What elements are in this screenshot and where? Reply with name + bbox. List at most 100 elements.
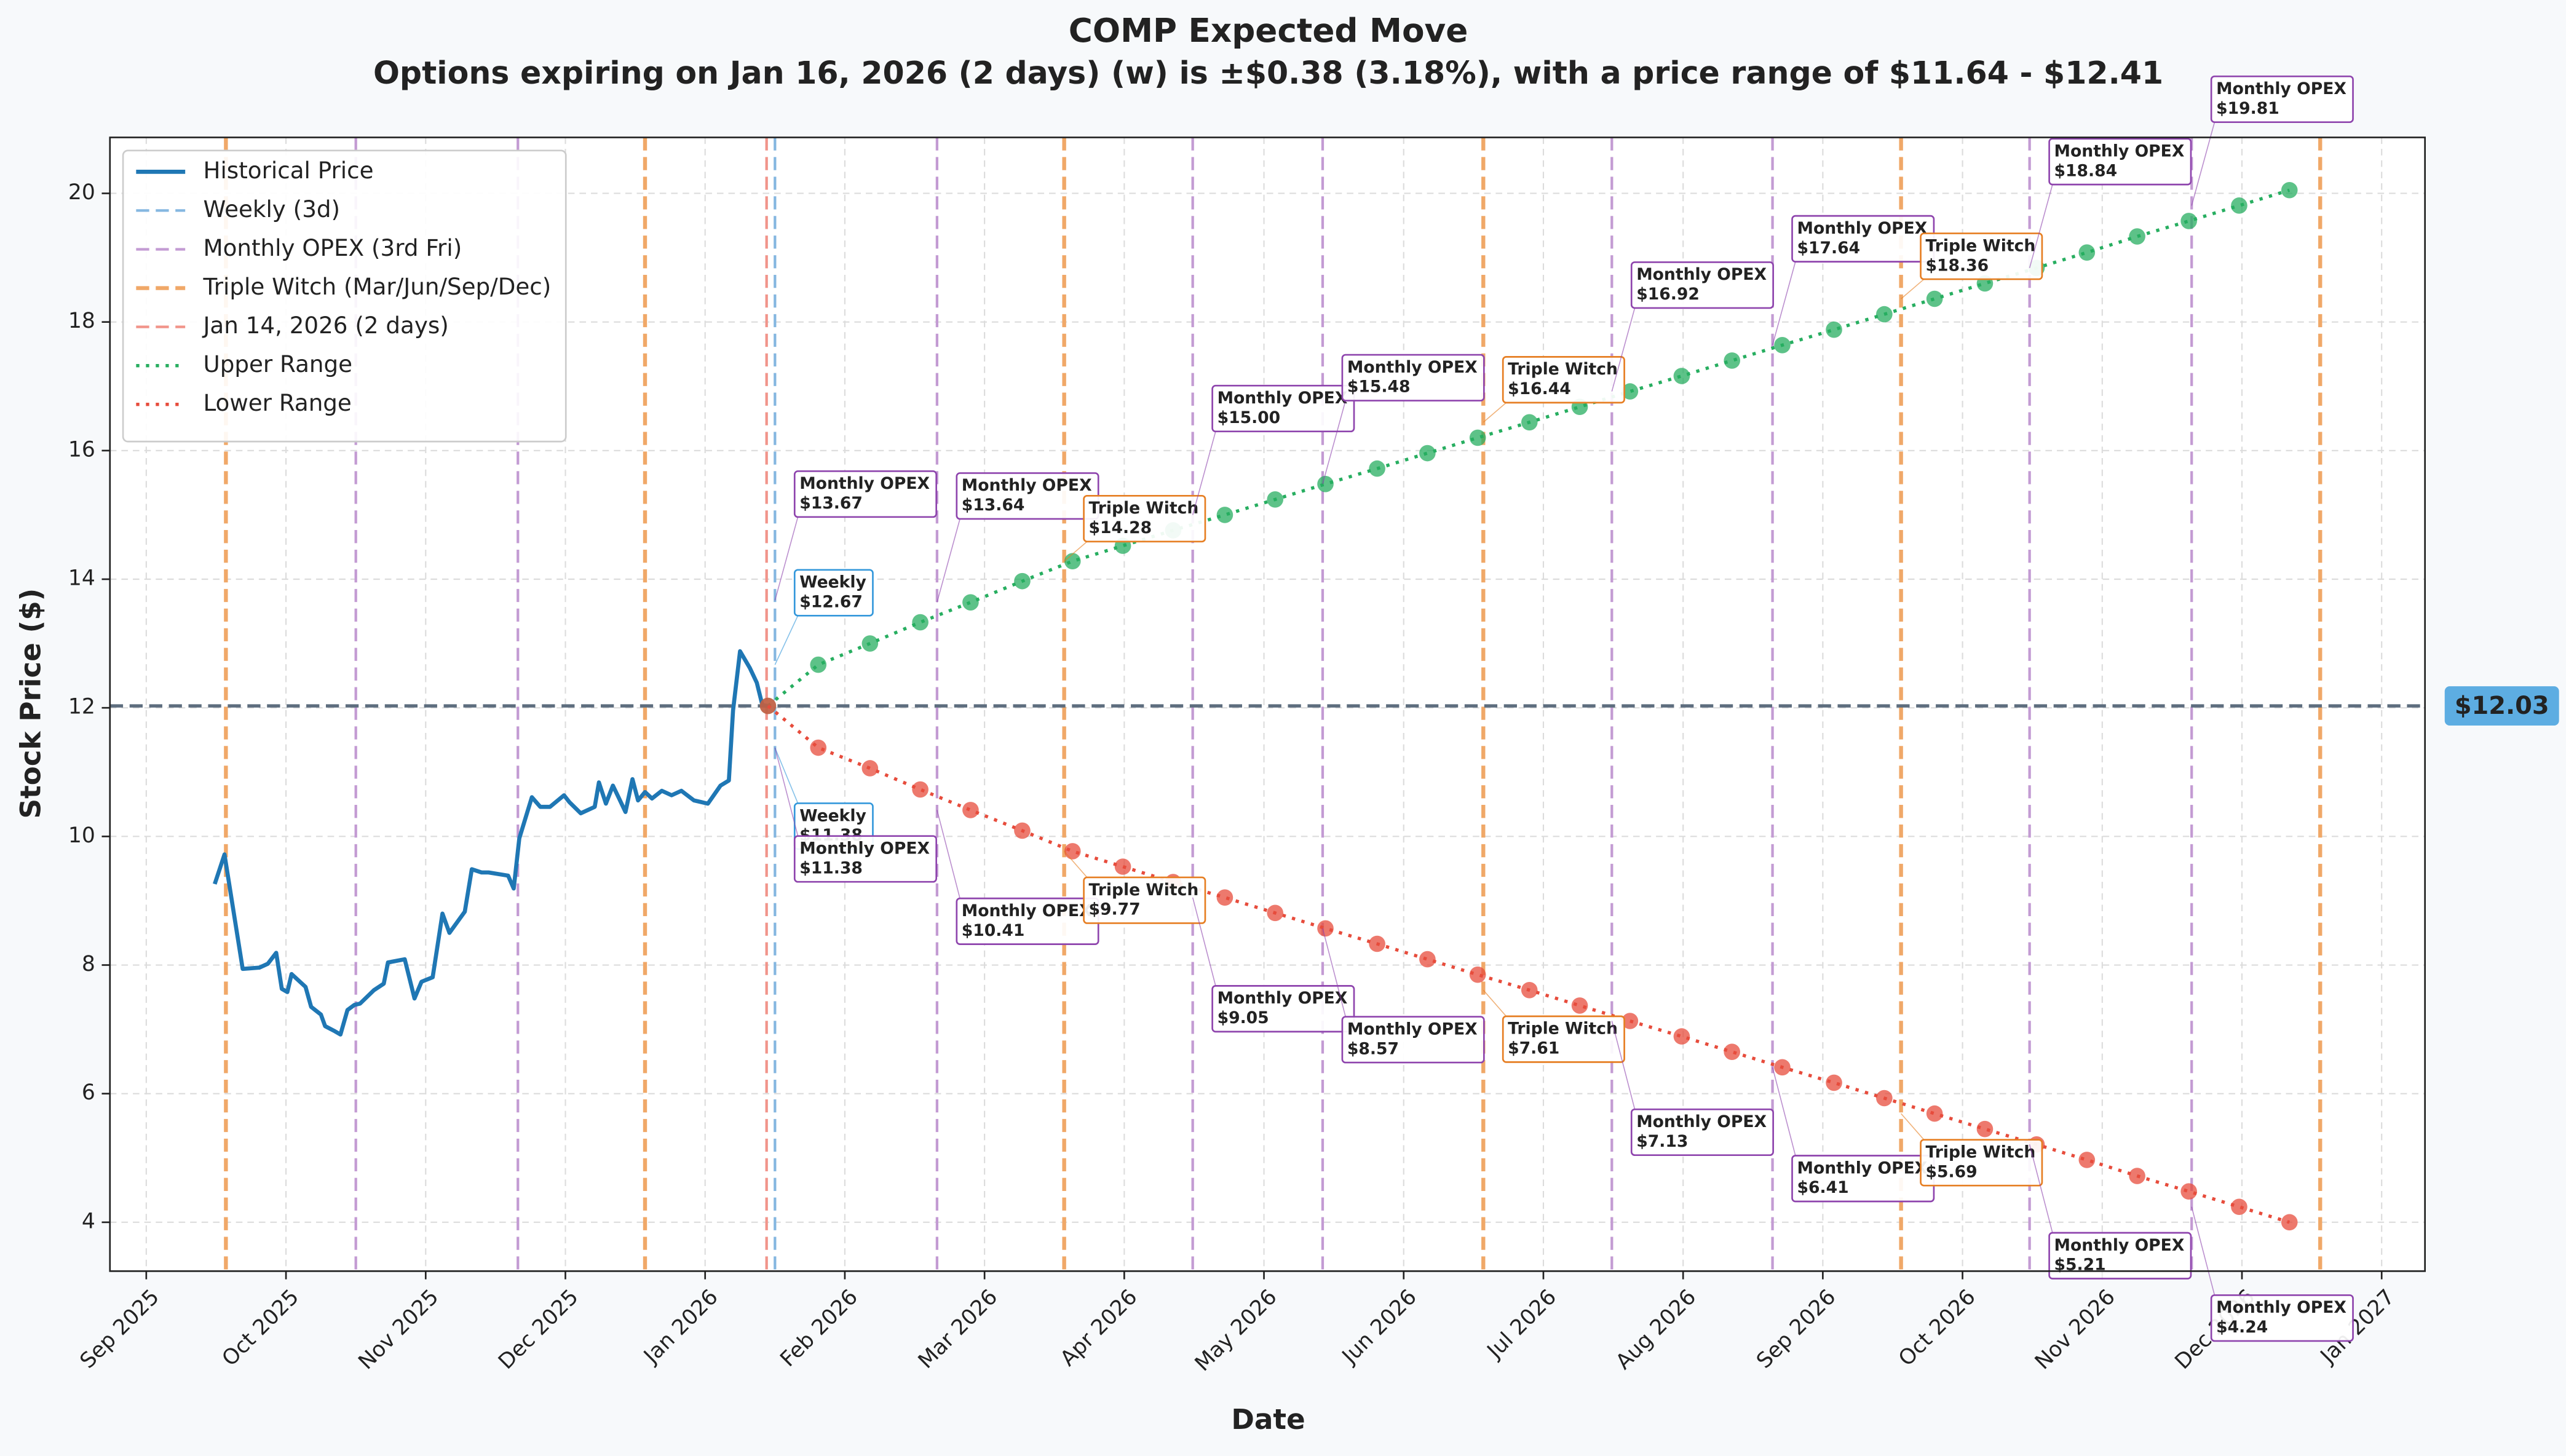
annotation-box bbox=[1211, 384, 1355, 433]
annotation-value: $4.24 bbox=[2216, 1318, 2268, 1337]
y-tick-label: 6 bbox=[82, 1080, 95, 1105]
range-point bbox=[1622, 383, 1639, 400]
annotation-label: Monthly OPEX bbox=[2216, 79, 2346, 98]
range-point bbox=[2281, 1214, 2298, 1231]
annotation-label: Monthly OPEX bbox=[1218, 989, 1348, 1008]
legend-label: Monthly OPEX (3rd Fri) bbox=[203, 234, 462, 261]
annotation-connector bbox=[1192, 431, 1216, 515]
y-tick-label: 12 bbox=[68, 695, 95, 719]
series-line bbox=[213, 649, 769, 1037]
range-point bbox=[1216, 889, 1234, 906]
annotation-label: Monthly OPEX bbox=[962, 901, 1092, 920]
range-point bbox=[1571, 997, 1588, 1014]
range-point bbox=[1826, 1074, 1842, 1091]
annotation-box bbox=[2210, 75, 2354, 123]
annotation-box bbox=[2048, 1232, 2192, 1280]
range-point bbox=[1369, 460, 1385, 477]
range-point bbox=[1826, 321, 1842, 338]
range-point bbox=[1419, 445, 1436, 462]
range-point bbox=[861, 760, 879, 777]
legend-label: Historical Price bbox=[203, 157, 373, 184]
y-tick-label: 18 bbox=[68, 309, 95, 333]
annotation-value: $18.36 bbox=[1926, 256, 1989, 275]
annotation-box bbox=[1211, 985, 1355, 1033]
range-point bbox=[1369, 935, 1385, 952]
annotation-box bbox=[1341, 354, 1485, 402]
annotation-value: $7.13 bbox=[1636, 1132, 1688, 1151]
range-point bbox=[861, 635, 879, 652]
legend-label: Upper Range bbox=[203, 350, 352, 378]
annotation-value: $14.28 bbox=[1089, 518, 1152, 537]
range-point bbox=[1622, 1013, 1639, 1029]
annotation-connector bbox=[1483, 989, 1507, 1017]
annotation-value: $15.48 bbox=[1347, 378, 1411, 397]
range-point bbox=[2180, 213, 2197, 229]
annotation-value: $10.41 bbox=[962, 921, 1025, 940]
range-point bbox=[2078, 1152, 2096, 1168]
legend-label: Triple Witch (Mar/Jun/Sep/Dec) bbox=[202, 273, 551, 300]
annotation-label: Monthly OPEX bbox=[1218, 389, 1348, 408]
annotation-box bbox=[793, 569, 874, 617]
annotation-label: Monthly OPEX bbox=[1797, 1158, 1927, 1177]
range-point bbox=[1673, 1028, 1690, 1045]
annotation-label: Weekly bbox=[799, 806, 866, 825]
range-point bbox=[1724, 352, 1740, 369]
range-point bbox=[912, 614, 929, 631]
range-point bbox=[810, 656, 827, 673]
chart-title: COMP Expected Move bbox=[1069, 12, 1468, 50]
range-point bbox=[1317, 920, 1334, 937]
annotation-value: $19.81 bbox=[2216, 99, 2279, 118]
annotation-connector bbox=[1192, 897, 1216, 986]
annotation-box bbox=[793, 835, 937, 883]
annotation-value: $12.67 bbox=[799, 592, 863, 611]
chart-subtitle: Options expiring on Jan 16, 2026 (2 days… bbox=[373, 55, 2163, 91]
range-point bbox=[1064, 843, 1081, 860]
annotation-connector bbox=[774, 747, 799, 804]
range-point bbox=[1469, 429, 1486, 446]
annotation-connector bbox=[774, 747, 799, 836]
range-point bbox=[2180, 1183, 2197, 1200]
annotation-value: $9.77 bbox=[1089, 900, 1141, 919]
range-point bbox=[2129, 1168, 2145, 1184]
legend-frame bbox=[122, 149, 567, 443]
annotation-label: Monthly OPEX bbox=[2216, 1298, 2346, 1317]
annotation-value: $8.57 bbox=[1347, 1039, 1399, 1058]
range-point bbox=[2231, 1198, 2247, 1216]
annotation-box bbox=[2048, 138, 2192, 186]
annotation-value: $11.38 bbox=[799, 858, 863, 877]
y-tick-label: 20 bbox=[68, 180, 95, 205]
annotation-label: Monthly OPEX bbox=[962, 476, 1092, 495]
annotation-box bbox=[1083, 494, 1206, 543]
annotation-box bbox=[793, 470, 937, 518]
annotation-connector bbox=[774, 615, 799, 665]
annotation-connector bbox=[1901, 1113, 1925, 1141]
annotation-connector bbox=[1064, 541, 1088, 562]
range-point bbox=[2231, 197, 2247, 214]
legend-label: Lower Range bbox=[203, 389, 351, 416]
annotation-connector bbox=[2191, 122, 2216, 206]
annotation-label: Triple Witch bbox=[1089, 880, 1199, 900]
annotation-label: Monthly OPEX bbox=[2054, 141, 2185, 160]
legend-label: Jan 14, 2026 (2 days) bbox=[202, 312, 448, 339]
range-point bbox=[810, 739, 827, 756]
range-point bbox=[1267, 491, 1284, 508]
annotation-connector bbox=[2029, 1144, 2053, 1233]
price-tag bbox=[2444, 686, 2559, 726]
annotation-label: Triple Witch bbox=[1089, 499, 1199, 518]
y-axis-label: Stock Price ($) bbox=[15, 588, 47, 819]
annotation-value: $16.44 bbox=[1508, 379, 1571, 398]
annotation-value: $17.64 bbox=[1797, 239, 1860, 258]
annotation-connector bbox=[1064, 850, 1088, 878]
range-point bbox=[1419, 951, 1436, 968]
price-tag-label: $12.03 bbox=[2455, 692, 2549, 720]
annotation-value: $13.64 bbox=[962, 496, 1025, 515]
range-point bbox=[2281, 181, 2298, 199]
range-point bbox=[1064, 553, 1081, 570]
axes-frame bbox=[109, 136, 2426, 1272]
annotation-box bbox=[2210, 1294, 2354, 1342]
annotation-label: Triple Witch bbox=[1508, 1019, 1618, 1039]
annotation-box bbox=[1502, 1015, 1625, 1063]
range-point bbox=[1926, 1105, 1943, 1122]
